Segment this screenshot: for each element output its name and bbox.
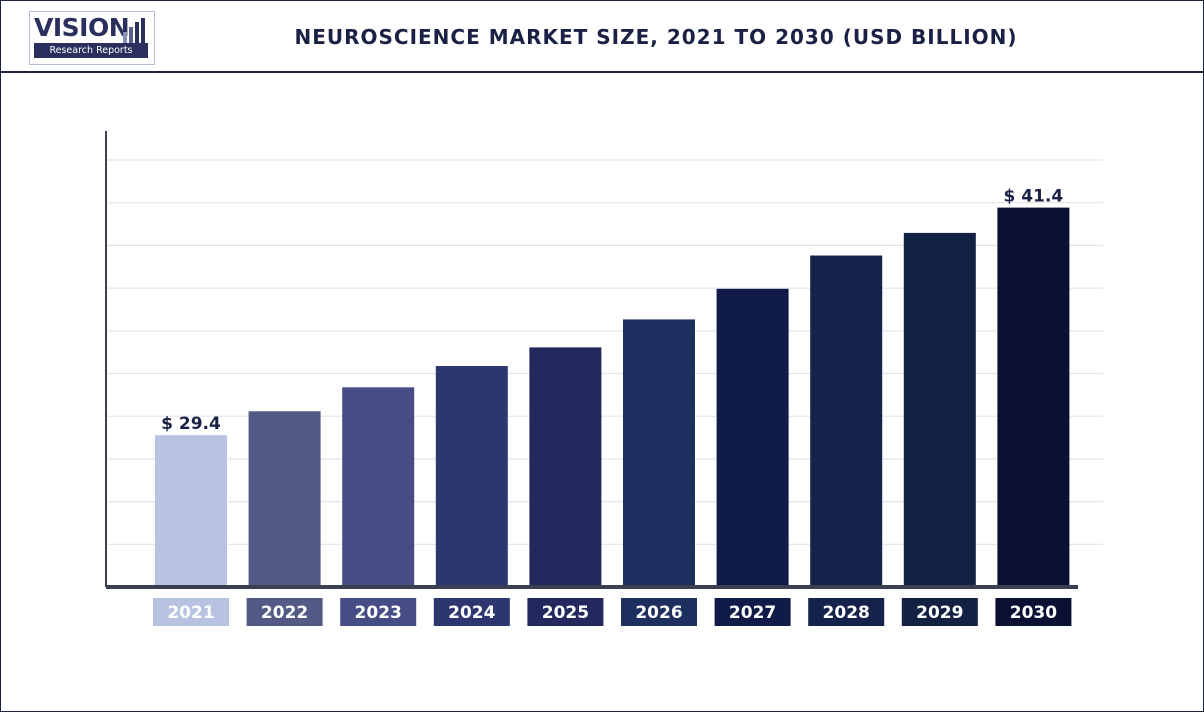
bar-2028 [810, 255, 883, 588]
bar-chart: 2021 2022 2023 2024 2025 2026 2027 2028 2029 2030… [105, 131, 1103, 626]
bar-chart-logo-icon [123, 18, 145, 44]
x-tick-box-2024 [433, 598, 510, 626]
x-tick-box-2026 [621, 598, 697, 626]
x-tick-label: 2024 [448, 603, 495, 623]
x-tick-box-2029 [901, 598, 978, 626]
bar-2026 [623, 319, 695, 587]
x-tick-box-2022 [246, 598, 323, 626]
x-tick-label: 2026 [635, 603, 682, 623]
bar-2021 [155, 435, 227, 587]
x-tick-label: 2028 [823, 603, 870, 623]
x-tick-label: 2027 [729, 603, 776, 623]
x-tick-box-2023 [340, 598, 417, 626]
x-tick-box-2028 [808, 598, 885, 626]
bar-2027 [716, 288, 789, 587]
bar-2022 [248, 411, 321, 587]
x-tick-box-2025 [527, 598, 604, 626]
chart-title: NEUROSCIENCE MARKET SIZE, 2021 TO 2030 (… [294, 25, 1018, 49]
bar-2030 [997, 207, 1070, 587]
x-tick-label: 2022 [261, 603, 308, 623]
logo-subtitle: Research Reports [34, 43, 148, 58]
data-label: $ 29.4 [161, 414, 221, 434]
x-tick-box-2021 [153, 598, 229, 626]
bar-2025 [529, 347, 602, 587]
logo-wordmark: VISION [34, 13, 130, 42]
x-tick-label: 2023 [355, 603, 402, 623]
data-label: $ 41.4 [1004, 187, 1064, 207]
x-tick-box-2030 [995, 598, 1072, 626]
bar-2023 [342, 387, 415, 587]
x-tick-label: 2021 [167, 603, 214, 623]
x-tick-label: 2025 [542, 603, 589, 623]
x-tick-box-2027 [714, 598, 791, 626]
bar-2024 [435, 366, 508, 587]
x-tick-label: 2029 [916, 603, 963, 623]
vision-research-reports-logo: VISION Research Reports [29, 11, 155, 65]
header: VISION Research Reports NEUROSCIENCE MAR… [1, 1, 1203, 73]
x-tick-label: 2030 [1010, 603, 1057, 623]
bar-2029 [903, 232, 976, 587]
